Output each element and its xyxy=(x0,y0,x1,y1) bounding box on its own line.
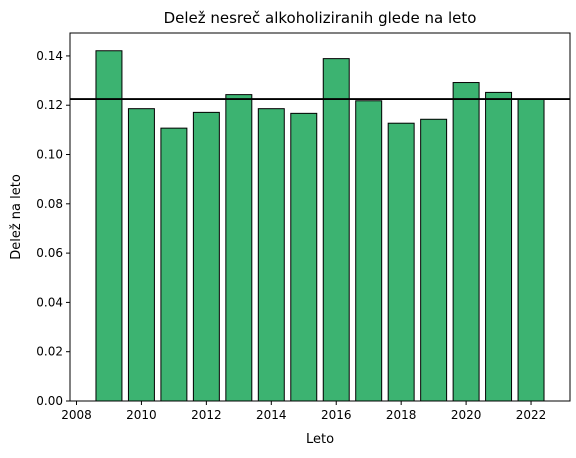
x-tick-label: 2016 xyxy=(321,408,352,422)
y-tick-label: 0.04 xyxy=(36,295,63,309)
bar-2011 xyxy=(160,127,188,402)
bar-2021 xyxy=(485,91,513,402)
bar-2022 xyxy=(517,98,545,402)
bar-2016 xyxy=(322,58,350,402)
bar-2012 xyxy=(192,111,220,402)
y-axis-label: Delež na leto xyxy=(9,174,24,260)
x-tick-label: 2020 xyxy=(451,408,482,422)
x-tick-label: 2012 xyxy=(191,408,222,422)
x-tick-label: 2010 xyxy=(126,408,157,422)
y-tick-label: 0.10 xyxy=(36,148,63,162)
x-tick-label: 2014 xyxy=(256,408,287,422)
y-tick-label: 0.08 xyxy=(36,197,63,211)
y-tick-label: 0.00 xyxy=(36,394,63,408)
bar-2017 xyxy=(355,100,383,402)
y-tick-label: 0.06 xyxy=(36,246,63,260)
y-tick-label: 0.02 xyxy=(36,345,63,359)
bar-2015 xyxy=(290,112,318,402)
y-ticks-group: 0.00 0.02 0.04 0.06 0.08 0.10 0.12 0.14 xyxy=(36,49,70,408)
x-ticks-group: 2008 2010 2012 2014 2016 2018 2020 2022 xyxy=(61,401,546,422)
bar-2018 xyxy=(387,122,415,402)
plot-frame xyxy=(69,32,571,402)
bar-2014 xyxy=(257,108,285,402)
chart-title: Delež nesreč alkoholiziranih glede na le… xyxy=(164,9,477,27)
x-tick-label: 2018 xyxy=(386,408,417,422)
y-tick-label: 0.14 xyxy=(36,49,63,63)
x-axis-label: Leto xyxy=(306,432,334,447)
bars-group xyxy=(95,50,545,402)
x-tick-label: 2008 xyxy=(61,408,92,422)
bar-2019 xyxy=(420,118,448,402)
bar-2010 xyxy=(127,108,155,402)
x-tick-label: 2022 xyxy=(516,408,547,422)
bar-2013 xyxy=(225,94,253,402)
bar-2009 xyxy=(95,50,123,402)
y-tick-label: 0.12 xyxy=(36,98,63,112)
bar-2020 xyxy=(452,82,480,402)
